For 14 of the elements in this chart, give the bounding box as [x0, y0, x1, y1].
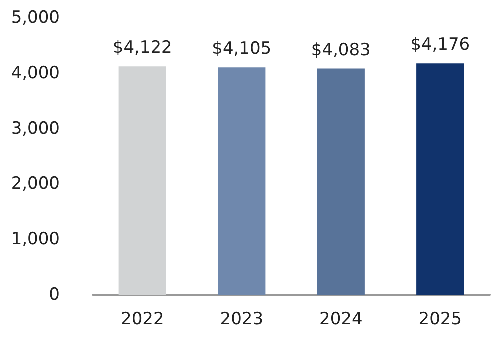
- data-label: $4,122: [112, 38, 172, 58]
- y-tick-label: 0: [49, 285, 60, 305]
- data-label: $4,083: [311, 40, 371, 60]
- y-tick-label: 4,000: [11, 63, 60, 84]
- x-tick-label: 2022: [120, 310, 164, 330]
- data-label: $4,176: [410, 35, 470, 56]
- x-tick-label: 2023: [220, 310, 264, 330]
- x-tick-label: 2024: [319, 310, 363, 330]
- data-label: $4,105: [212, 39, 272, 60]
- y-tick-label: 3,000: [11, 118, 60, 139]
- y-tick-label: 2,000: [11, 174, 60, 194]
- y-tick-label: 5,000: [11, 8, 60, 28]
- x-tick-label: 2025: [418, 310, 462, 330]
- y-tick-label: 1,000: [11, 230, 60, 250]
